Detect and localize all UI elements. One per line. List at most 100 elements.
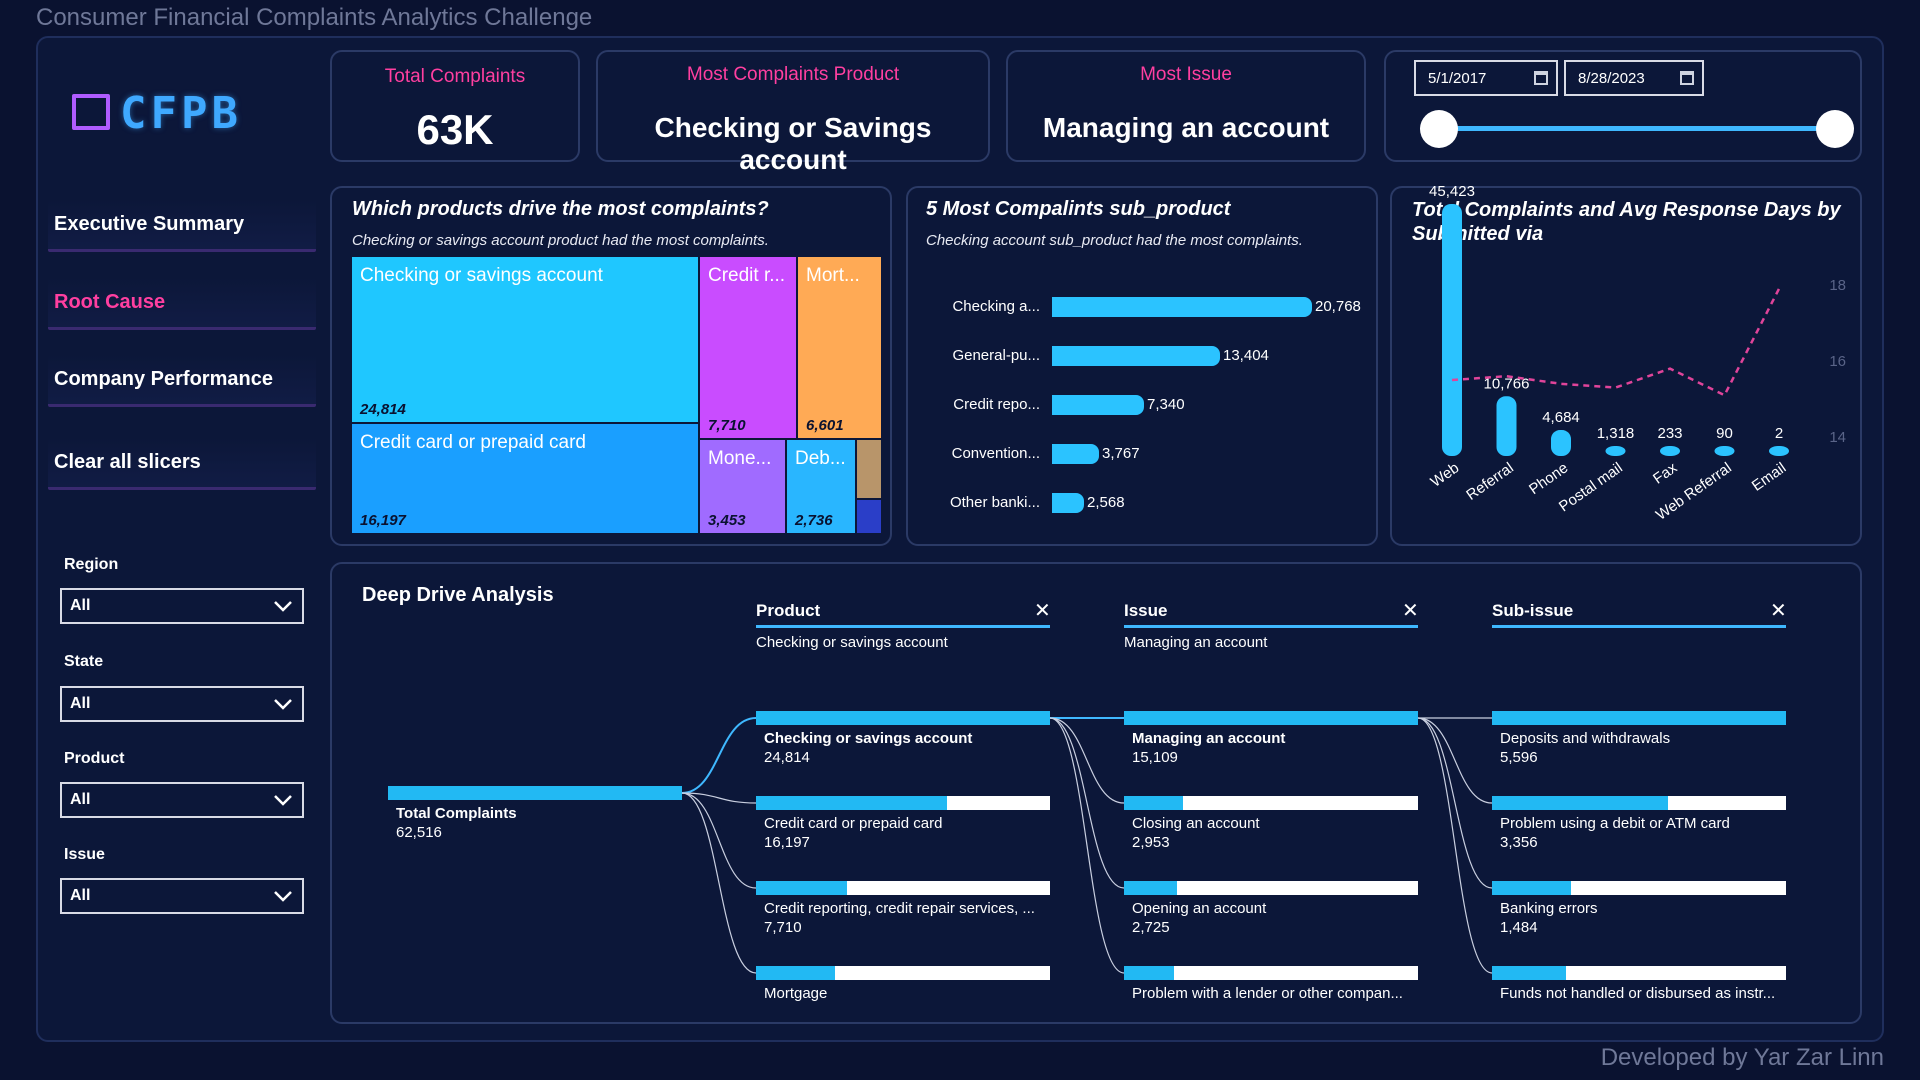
submitted-via-bar[interactable] [1605, 446, 1626, 456]
decomp-issue-bar[interactable] [1124, 881, 1418, 895]
close-icon[interactable]: ✕ [1034, 600, 1051, 622]
decomp-bar-fill [1492, 966, 1566, 980]
submitted-via-bar[interactable] [1660, 446, 1680, 456]
sub-product-bar[interactable] [1052, 297, 1312, 317]
treemap-tile-label: Credit r... [708, 265, 786, 286]
decomp-bar-fill [1492, 881, 1572, 895]
submitted-via-bar[interactable] [1714, 446, 1735, 456]
treemap-tile-label: Mort... [806, 265, 860, 286]
end-date-input[interactable]: 8/28/2023 [1564, 60, 1704, 96]
treemap-tile-small-1[interactable] [857, 440, 881, 498]
decomp-link [681, 717, 757, 794]
decomp-subissue-bar[interactable] [1492, 881, 1786, 895]
submitted-via-bar[interactable] [1769, 446, 1789, 456]
product-dropdown[interactable]: All [60, 782, 304, 818]
sub-product-bar[interactable] [1052, 395, 1144, 415]
decomp-product-value: 7,710 [764, 919, 802, 936]
decomp-link [1049, 717, 1125, 889]
sub-product-bar-value: 2,568 [1087, 494, 1125, 511]
date-range-start-handle[interactable] [1420, 110, 1458, 148]
sub-product-bar[interactable] [1052, 444, 1099, 464]
treemap-tile-credit-card[interactable]: Credit card or prepaid card 16,197 [352, 424, 698, 533]
start-date-input[interactable]: 5/1/2017 [1414, 60, 1558, 96]
calendar-icon[interactable] [1534, 71, 1548, 85]
treemap-tile-checking[interactable]: Checking or savings account 24,814 [352, 257, 698, 422]
kpi-issue-value: Managing an account [1042, 112, 1330, 143]
nav-executive-summary[interactable]: Executive Summary [48, 200, 316, 252]
decomp-product-label: Credit reporting, credit repair services… [764, 900, 1035, 917]
nav-company-performance[interactable]: Company Performance [48, 355, 316, 407]
decomp-issue-label: Managing an account [1132, 730, 1286, 747]
region-dropdown[interactable]: All [60, 588, 304, 624]
submitted-via-bar-value: 233 [1657, 425, 1682, 442]
decomp-root-label: Total Complaints [396, 805, 517, 822]
decomp-column-underline [756, 625, 1050, 628]
kpi-product-value: Checking or Savings account [654, 112, 932, 175]
decomp-bar-fill [756, 796, 948, 810]
submitted-via-category: Web [1427, 459, 1462, 490]
sub-product-bar[interactable] [1052, 493, 1084, 513]
kpi-most-issue: Most Issue Managing an account [1006, 50, 1366, 162]
decomp-issue-bar[interactable] [1124, 711, 1418, 725]
decomp-subissue-value: 3,356 [1500, 834, 1538, 851]
decomp-subissue-bar[interactable] [1492, 796, 1786, 810]
decomp-column-header: Issue [1124, 601, 1168, 620]
sub-product-bar-value: 13,404 [1223, 347, 1269, 364]
decomp-root-value: 62,516 [396, 824, 442, 841]
date-range-track[interactable] [1438, 126, 1836, 131]
decomp-product-bar[interactable] [756, 881, 1050, 895]
submitted-via-category: Phone [1526, 459, 1571, 498]
treemap-tile-label: Mone... [708, 448, 772, 469]
decomp-link [1417, 717, 1493, 804]
calendar-icon[interactable] [1680, 71, 1694, 85]
treemap-tile-mortgage[interactable]: Mort... 6,601 [798, 257, 881, 438]
decomp-link [681, 792, 757, 889]
decomp-product-label: Checking or savings account [764, 730, 973, 747]
state-dropdown[interactable]: All [60, 686, 304, 722]
decomp-link [1049, 717, 1125, 804]
treemap-tile-debt[interactable]: Deb... 2,736 [787, 440, 855, 533]
submitted-via-bar-value: 90 [1716, 425, 1733, 442]
decomp-product-bar[interactable] [756, 966, 1050, 980]
submitted-via-category: Referral [1463, 459, 1516, 504]
treemap-tile-money[interactable]: Mone... 3,453 [700, 440, 785, 533]
decomp-bar-fill [1492, 796, 1669, 810]
clear-slicers-button[interactable]: Clear all slicers [48, 438, 316, 490]
start-date-value: 5/1/2017 [1428, 69, 1487, 87]
submitted-via-bar[interactable] [1442, 204, 1462, 456]
decomp-issue-label: Closing an account [1132, 815, 1260, 832]
chevron-down-icon [274, 699, 292, 710]
treemap-tile-small-2[interactable] [857, 500, 881, 533]
date-range-end-handle[interactable] [1816, 110, 1854, 148]
treemap-tile-credit-reporting[interactable]: Credit r... 7,710 [700, 257, 796, 438]
chevron-down-icon [274, 795, 292, 806]
decomp-product-bar[interactable] [756, 711, 1050, 725]
decomp-link [681, 792, 757, 974]
submitted-via-bar[interactable] [1496, 396, 1517, 456]
decomp-issue-bar[interactable] [1124, 796, 1418, 810]
sub-product-bar-value: 7,340 [1147, 396, 1185, 413]
decomp-subissue-label: Deposits and withdrawals [1500, 730, 1671, 747]
decomp-issue-bar[interactable] [1124, 966, 1418, 980]
decomp-bar-fill [756, 711, 1050, 725]
submitted-via-bar[interactable] [1551, 430, 1571, 456]
decomp-product-bar[interactable] [756, 796, 1050, 810]
submitted-via-category: Fax [1650, 459, 1681, 488]
nav-root-cause[interactable]: Root Cause [48, 278, 316, 330]
submitted-via-card [1390, 186, 1862, 546]
kpi-total-label: Total Complaints [384, 66, 526, 87]
decomp-bar-fill [1124, 796, 1183, 810]
decomp-subissue-bar[interactable] [1492, 966, 1786, 980]
logo-text: CFPB [120, 88, 242, 139]
decomp-column-header: Product [756, 601, 821, 620]
state-value: All [70, 695, 91, 712]
sub-product-bar[interactable] [1052, 346, 1220, 366]
decomp-subissue-bar[interactable] [1492, 711, 1786, 725]
sub-product-bar-label: Credit repo... [953, 396, 1040, 413]
close-icon[interactable]: ✕ [1770, 600, 1787, 622]
decomp-root-bar[interactable] [388, 786, 682, 800]
decomp-column-underline [1492, 625, 1786, 628]
close-icon[interactable]: ✕ [1402, 600, 1419, 622]
y2-tick-label: 16 [1829, 353, 1846, 370]
issue-dropdown[interactable]: All [60, 878, 304, 914]
